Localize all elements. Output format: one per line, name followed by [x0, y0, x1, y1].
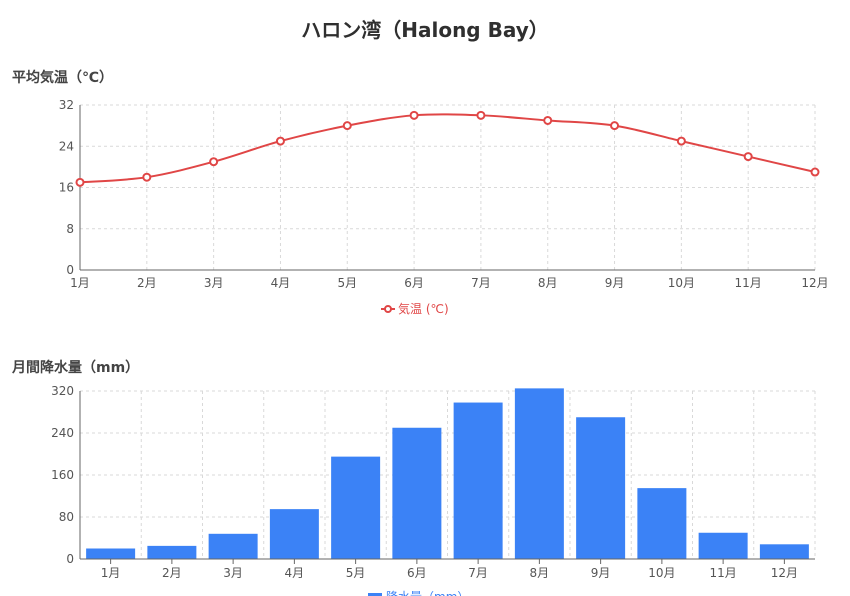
temperature-point	[75, 177, 85, 187]
temperature-point	[610, 121, 620, 131]
rainfall-bar	[147, 545, 197, 559]
legend-point-marker	[384, 305, 392, 313]
temperature-point	[743, 152, 753, 162]
temperature-point	[142, 172, 152, 182]
rainfall-bar	[759, 544, 809, 559]
x-tick-label: 1月	[101, 566, 121, 580]
rainfall-bar	[86, 548, 136, 559]
x-tick-label: 5月	[346, 566, 366, 580]
temperature-chart-title: 平均気温（℃）	[12, 70, 113, 86]
rainfall-chart-title: 月間降水量（mm）	[12, 360, 140, 376]
y-tick-label: 80	[59, 510, 74, 524]
y-tick-label: 160	[51, 468, 74, 482]
x-tick-label: 5月	[337, 276, 357, 290]
rainfall-bar	[392, 427, 442, 559]
y-tick-label: 16	[59, 181, 74, 195]
temperature-point	[209, 157, 219, 167]
temperature-legend: 気温 (℃)	[381, 301, 449, 316]
x-tick-label: 2月	[137, 276, 157, 290]
temperature-point	[543, 115, 553, 125]
legend-label: 降水量（mm）	[386, 590, 469, 596]
temperature-series-line	[79, 113, 816, 184]
x-tick-label: 9月	[605, 276, 625, 290]
legend-label: 気温 (℃)	[398, 301, 449, 316]
x-tick-label: 3月	[204, 276, 224, 290]
x-tick-label: 3月	[223, 566, 243, 580]
rainfall-legend: 降水量（mm）	[368, 590, 469, 596]
x-tick-label: 10月	[668, 276, 695, 290]
legend-swatch	[368, 593, 382, 596]
x-tick-label: 8月	[538, 276, 558, 290]
temperature-point	[342, 121, 352, 131]
temperature-point	[275, 136, 285, 146]
temperature-point	[810, 167, 820, 177]
rainfall-bar-chart: 0 80 160 240 320 1月 2月 3月 4月 5月 6月 7月 8月 9月 10月 11月 12月降…	[51, 384, 816, 596]
x-tick-label: 11月	[735, 276, 762, 290]
y-tick-label: 0	[66, 552, 74, 566]
y-tick-label: 0	[66, 263, 74, 277]
temperature-point	[409, 110, 419, 120]
y-tick-label: 320	[51, 384, 74, 398]
y-tick-label: 24	[59, 139, 74, 153]
x-tick-label: 11月	[709, 566, 736, 580]
x-tick-label: 10月	[648, 566, 675, 580]
rainfall-bar	[269, 509, 319, 559]
y-tick-label: 240	[51, 426, 74, 440]
x-tick-label: 7月	[468, 566, 488, 580]
x-tick-label: 7月	[471, 276, 491, 290]
x-tick-label: 2月	[162, 566, 182, 580]
x-tick-label: 9月	[591, 566, 611, 580]
x-tick-label: 12月	[801, 276, 828, 290]
y-tick-label: 8	[66, 222, 74, 236]
rainfall-bar	[698, 532, 748, 559]
rainfall-bar	[576, 417, 626, 559]
x-tick-label: 8月	[530, 566, 550, 580]
rainfall-bar	[331, 456, 381, 559]
x-tick-label: 4月	[285, 566, 305, 580]
temperature-point	[476, 110, 486, 120]
temperature-point	[676, 136, 686, 146]
rainfall-bar	[514, 388, 564, 559]
x-tick-label: 12月	[771, 566, 798, 580]
x-tick-label: 6月	[407, 566, 427, 580]
rainfall-bar	[208, 533, 258, 559]
x-tick-label: 6月	[404, 276, 424, 290]
rainfall-bar	[637, 488, 687, 559]
page-title: ハロン湾（Halong Bay）	[301, 18, 549, 42]
x-tick-label: 1月	[70, 276, 90, 290]
y-tick-label: 32	[59, 98, 74, 112]
rainfall-bar	[453, 402, 503, 559]
x-tick-label: 4月	[271, 276, 291, 290]
